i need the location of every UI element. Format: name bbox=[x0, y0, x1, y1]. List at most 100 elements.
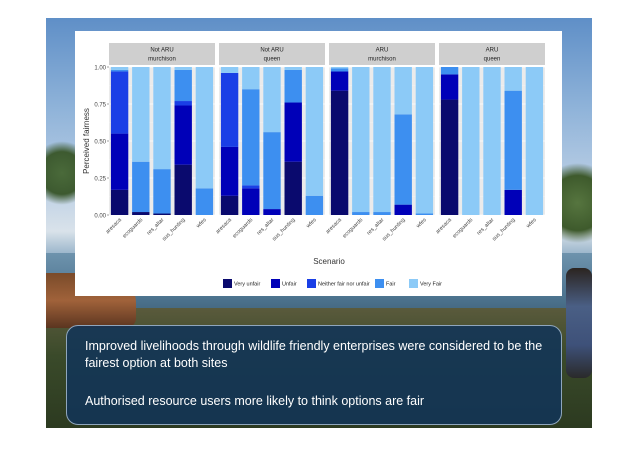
bar-segment-fair bbox=[330, 68, 349, 72]
bar-segment-very-fair bbox=[220, 67, 239, 73]
x-tick-label: sus_hunting bbox=[381, 217, 406, 242]
bar-segment-very-fair bbox=[462, 67, 480, 215]
y-tick-label: 0.50 bbox=[94, 140, 106, 146]
bar-segment-very-fair bbox=[284, 67, 302, 70]
bar-segment-very-fair bbox=[373, 67, 391, 213]
facet-strip bbox=[109, 43, 215, 65]
stacked-bar-chart: Perceived fairness 0.00 0.25 0.50 0.75 1.00 No… bbox=[82, 43, 545, 288]
bar-segment-fair bbox=[284, 69, 302, 103]
x-tick-label: res_altar bbox=[366, 217, 385, 236]
facet-strip bbox=[329, 43, 435, 65]
legend-swatch bbox=[307, 279, 316, 288]
background-trees-right bbox=[556, 158, 592, 248]
x-tick-label: ecoguards bbox=[452, 217, 475, 240]
x-tick-label: sus_hunting bbox=[491, 217, 516, 242]
bar-segment-unfair bbox=[220, 146, 239, 196]
bar-segment-very-unfair bbox=[132, 212, 150, 215]
x-tick-label: sus_hunting bbox=[161, 217, 186, 242]
bar-segment-neither-fair-nor-unfair bbox=[220, 72, 239, 147]
x-tick-label: aresaca bbox=[435, 217, 454, 236]
facet-strip-label-top: Not ARU bbox=[260, 48, 283, 54]
bar-segment-very-fair bbox=[174, 67, 192, 70]
bar-segment-fair bbox=[440, 67, 459, 75]
bar-segment-very-fair bbox=[195, 67, 214, 189]
facet-strip-label-bottom: murchison bbox=[368, 57, 396, 63]
x-tick-label: wfes bbox=[525, 217, 538, 230]
x-tick-label: wfes bbox=[305, 217, 318, 230]
bar-segment-very-fair bbox=[305, 67, 324, 196]
bar-segment-unfair bbox=[242, 188, 260, 215]
x-tick-label: wfes bbox=[195, 217, 208, 230]
facet-strip-label-top: Not ARU bbox=[150, 48, 173, 54]
bar-segment-fair bbox=[415, 213, 434, 215]
bar-segment-unfair bbox=[504, 189, 522, 215]
y-axis-label: Perceived fairness bbox=[82, 108, 91, 174]
bar-segment-fair bbox=[242, 89, 260, 186]
bar-segment-very-fair bbox=[242, 67, 260, 90]
legend-swatch bbox=[223, 279, 232, 288]
bar-segment-unfair bbox=[110, 133, 129, 190]
facet-strip bbox=[439, 43, 545, 65]
facet-strip-label-bottom: queen bbox=[264, 57, 281, 63]
y-tick-label: 0.25 bbox=[94, 177, 106, 183]
bar-segment-very-fair bbox=[415, 67, 434, 214]
background-person bbox=[566, 268, 592, 378]
legend-swatch bbox=[271, 279, 280, 288]
x-tick-label: wfes bbox=[415, 217, 428, 230]
chart-panel: Perceived fairness 0.00 0.25 0.50 0.75 1.00 No… bbox=[75, 31, 562, 296]
facet-strip-label-bottom: murchison bbox=[148, 57, 176, 63]
legend-swatch bbox=[375, 279, 384, 288]
bar-segment-very-unfair bbox=[110, 189, 129, 215]
bar-segment-fair bbox=[373, 212, 391, 215]
bar-segment-very-fair bbox=[263, 67, 281, 133]
bar-segment-unfair bbox=[330, 71, 349, 91]
legend-label: Very Fair bbox=[420, 282, 442, 288]
bar-segment-neither-fair-nor-unfair bbox=[242, 185, 260, 189]
bar-segment-unfair bbox=[394, 204, 412, 215]
facet-strip-label-bottom: queen bbox=[484, 57, 501, 63]
bar-segment-unfair bbox=[284, 102, 302, 162]
bar-segment-fair bbox=[110, 69, 129, 72]
bar-segment-fair bbox=[352, 212, 370, 215]
bar-segment-very-fair bbox=[483, 67, 501, 215]
caption-box: Improved livelihoods through wildlife fr… bbox=[66, 325, 562, 425]
bar-segment-very-fair bbox=[330, 67, 349, 69]
bar-segment-fair bbox=[305, 195, 324, 215]
y-tick-label: 0.75 bbox=[94, 103, 106, 109]
bar-segment-very-fair bbox=[504, 67, 522, 91]
bar-segment-unfair bbox=[440, 74, 459, 100]
legend-label: Unfair bbox=[282, 282, 297, 288]
bar-segment-very-unfair bbox=[174, 164, 192, 215]
bar-segment-unfair bbox=[174, 105, 192, 165]
x-tick-label: ecoguards bbox=[342, 217, 365, 240]
bar-segment-neither-fair-nor-unfair bbox=[110, 71, 129, 134]
bar-segment-very-fair bbox=[153, 67, 171, 170]
bar-segment-very-fair bbox=[525, 67, 544, 215]
legend-swatch bbox=[409, 279, 418, 288]
facet-strip bbox=[219, 43, 325, 65]
bar-segment-very-unfair bbox=[440, 99, 459, 215]
bar-segment-unfair bbox=[263, 209, 281, 215]
bar-segment-very-fair bbox=[352, 67, 370, 213]
x-axis-label: Scenario bbox=[313, 257, 345, 266]
x-tick-label: res_altar bbox=[256, 217, 275, 236]
y-tick-label: 0.00 bbox=[94, 214, 106, 220]
bar-segment-neither-fair-nor-unfair bbox=[174, 101, 192, 106]
x-tick-label: sus_hunting bbox=[271, 217, 296, 242]
bar-segment-very-fair bbox=[394, 67, 412, 115]
bar-segment-fair bbox=[195, 188, 214, 215]
x-tick-label: ecoguards bbox=[232, 217, 255, 240]
bar-segment-very-fair bbox=[110, 67, 129, 70]
facet-strip-label-top: ARU bbox=[486, 48, 499, 54]
x-tick-label: res_altar bbox=[476, 217, 495, 236]
y-tick-label: 1.00 bbox=[94, 66, 106, 72]
bar-segment-fair bbox=[263, 132, 281, 210]
bar-segment-very-unfair bbox=[284, 161, 302, 215]
bar-segment-fair bbox=[153, 169, 171, 214]
x-tick-label: ecoguards bbox=[122, 217, 145, 240]
bar-segment-very-fair bbox=[132, 67, 150, 162]
x-tick-label: aresaca bbox=[215, 217, 234, 236]
caption-point-2: Authorised resource users more likely to… bbox=[85, 394, 425, 408]
bar-segment-very-unfair bbox=[153, 213, 171, 215]
facet-strip-label-top: ARU bbox=[376, 48, 389, 54]
